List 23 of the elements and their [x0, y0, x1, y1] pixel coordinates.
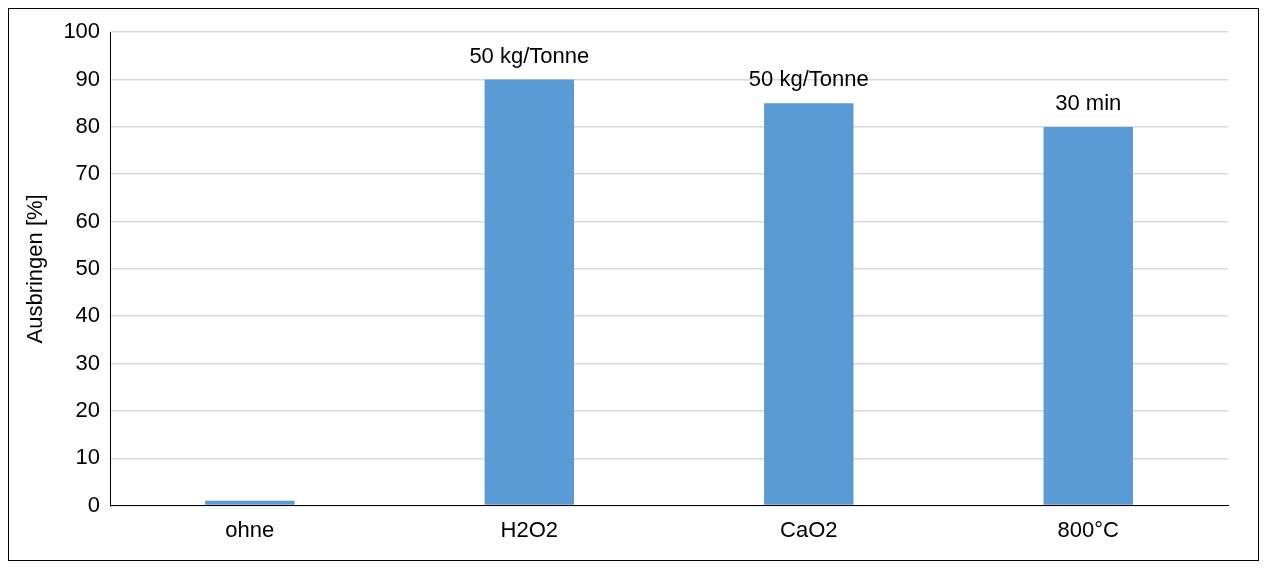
y-tick-label: 60 — [75, 207, 101, 233]
x-tick-label: CaO2 — [780, 516, 838, 542]
y-tick-label: 40 — [75, 302, 101, 328]
y-tick-label: 0 — [87, 491, 101, 517]
bar — [205, 500, 295, 505]
bar — [1043, 126, 1133, 505]
bar — [484, 79, 575, 505]
y-tick-label: 50 — [75, 254, 101, 280]
y-tick-label: 70 — [75, 160, 101, 186]
y-tick-label: 100 — [63, 18, 101, 44]
y-tick-label: 30 — [75, 349, 101, 375]
y-axis-title: Ausbringen [%] — [22, 194, 48, 344]
x-tick-label: 800°C — [1057, 516, 1120, 542]
x-tick-label: H2O2 — [500, 516, 559, 542]
x-tick-label: ohne — [225, 516, 275, 542]
y-tick-label: 90 — [75, 65, 101, 91]
bar — [764, 103, 854, 505]
y-tick-label: 20 — [75, 396, 101, 422]
y-tick-label: 10 — [75, 444, 101, 470]
annotation: 50 kg/Tonne — [748, 66, 869, 92]
annotation: 50 kg/Tonne — [469, 42, 590, 68]
y-tick-label: 80 — [75, 112, 101, 138]
annotation: 30 min — [1055, 89, 1122, 115]
